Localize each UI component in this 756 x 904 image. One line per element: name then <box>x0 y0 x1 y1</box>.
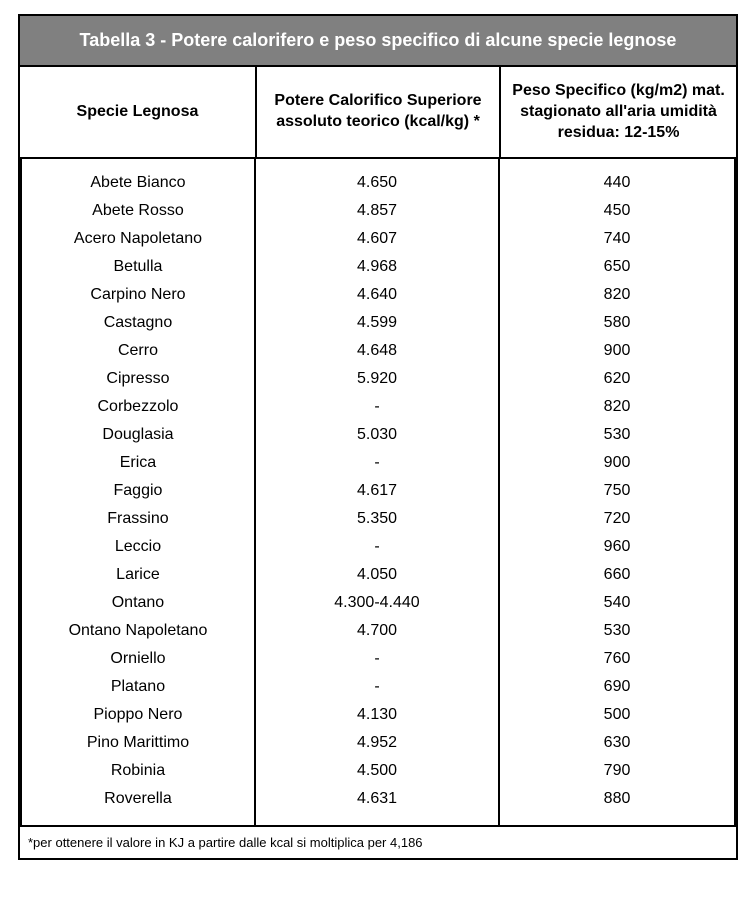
weight-cell: 760 <box>500 645 734 673</box>
col-header-weight: Peso Specifico (kg/m2) mat. stagionato a… <box>500 66 737 158</box>
species-cell: Larice <box>22 561 254 589</box>
weight-cell: 440 <box>500 169 734 197</box>
weight-cell: 900 <box>500 337 734 365</box>
species-cell: Abete Bianco <box>22 169 254 197</box>
calorific-cell: - <box>256 533 498 561</box>
calorific-cell: 4.857 <box>256 197 498 225</box>
table-footnote: *per ottenere il valore in KJ a partire … <box>19 826 737 859</box>
species-cell: Douglasia <box>22 421 254 449</box>
species-cell: Ontano Napoletano <box>22 617 254 645</box>
weight-cell: 880 <box>500 785 734 813</box>
calorific-cell: 4.500 <box>256 757 498 785</box>
weight-column: 4404507406508205809006208205309007507209… <box>500 159 736 825</box>
weight-cell: 790 <box>500 757 734 785</box>
species-cell: Abete Rosso <box>22 197 254 225</box>
species-cell: Robinia <box>22 757 254 785</box>
weight-cell: 740 <box>500 225 734 253</box>
calorific-cell: 4.607 <box>256 225 498 253</box>
species-cell: Cerro <box>22 337 254 365</box>
weight-cell: 500 <box>500 701 734 729</box>
species-cell: Betulla <box>22 253 254 281</box>
species-cell: Carpino Nero <box>22 281 254 309</box>
weight-cell: 900 <box>500 449 734 477</box>
species-cell: Corbezzolo <box>22 393 254 421</box>
weight-cell: 450 <box>500 197 734 225</box>
calorific-cell: 4.650 <box>256 169 498 197</box>
weight-cell: 750 <box>500 477 734 505</box>
weight-cell: 820 <box>500 281 734 309</box>
weight-cell: 540 <box>500 589 734 617</box>
weight-cell: 660 <box>500 561 734 589</box>
calorific-cell: 4.968 <box>256 253 498 281</box>
weight-cell: 530 <box>500 421 734 449</box>
species-cell: Ontano <box>22 589 254 617</box>
calorific-cell: - <box>256 645 498 673</box>
species-column: Abete BiancoAbete RossoAcero NapoletanoB… <box>20 159 256 825</box>
weight-cell: 630 <box>500 729 734 757</box>
footnote-row: *per ottenere il valore in KJ a partire … <box>19 826 737 859</box>
calorific-cell: 5.350 <box>256 505 498 533</box>
calorific-cell: - <box>256 393 498 421</box>
weight-cell: 690 <box>500 673 734 701</box>
title-row: Tabella 3 - Potere calorifero e peso spe… <box>19 15 737 66</box>
species-cell: Acero Napoletano <box>22 225 254 253</box>
data-row: Abete BiancoAbete RossoAcero NapoletanoB… <box>19 158 737 826</box>
species-cell: Roverella <box>22 785 254 813</box>
calorific-cell: - <box>256 449 498 477</box>
species-cell: Faggio <box>22 477 254 505</box>
species-cell: Leccio <box>22 533 254 561</box>
weight-cell: 580 <box>500 309 734 337</box>
col-header-species: Specie Legnosa <box>19 66 256 158</box>
weight-cell: 530 <box>500 617 734 645</box>
calorific-cell: 4.617 <box>256 477 498 505</box>
calorific-cell: 4.648 <box>256 337 498 365</box>
calorific-cell: 4.700 <box>256 617 498 645</box>
table-title: Tabella 3 - Potere calorifero e peso spe… <box>19 15 737 66</box>
calorific-cell: 4.631 <box>256 785 498 813</box>
calorific-cell: 4.130 <box>256 701 498 729</box>
weight-cell: 820 <box>500 393 734 421</box>
weight-cell: 960 <box>500 533 734 561</box>
species-cell: Pino Marittimo <box>22 729 254 757</box>
weight-cell: 620 <box>500 365 734 393</box>
species-cell: Platano <box>22 673 254 701</box>
calorific-cell: 4.300-4.440 <box>256 589 498 617</box>
species-cell: Orniello <box>22 645 254 673</box>
header-row: Specie Legnosa Potere Calorifico Superio… <box>19 66 737 158</box>
weight-cell: 650 <box>500 253 734 281</box>
calorific-cell: 5.030 <box>256 421 498 449</box>
calorific-cell: 4.599 <box>256 309 498 337</box>
calorific-cell: 4.640 <box>256 281 498 309</box>
calorific-column: 4.6504.8574.6074.9684.6404.5994.6485.920… <box>256 159 500 825</box>
table-container: Tabella 3 - Potere calorifero e peso spe… <box>0 0 756 874</box>
species-cell: Castagno <box>22 309 254 337</box>
calorific-cell: 5.920 <box>256 365 498 393</box>
species-cell: Pioppo Nero <box>22 701 254 729</box>
species-cell: Erica <box>22 449 254 477</box>
weight-cell: 720 <box>500 505 734 533</box>
calorific-cell: - <box>256 673 498 701</box>
calorific-cell: 4.050 <box>256 561 498 589</box>
col-header-calorific: Potere Calorifico Superiore assoluto teo… <box>256 66 500 158</box>
species-cell: Frassino <box>22 505 254 533</box>
calorific-cell: 4.952 <box>256 729 498 757</box>
species-cell: Cipresso <box>22 365 254 393</box>
wood-species-table: Tabella 3 - Potere calorifero e peso spe… <box>18 14 738 860</box>
